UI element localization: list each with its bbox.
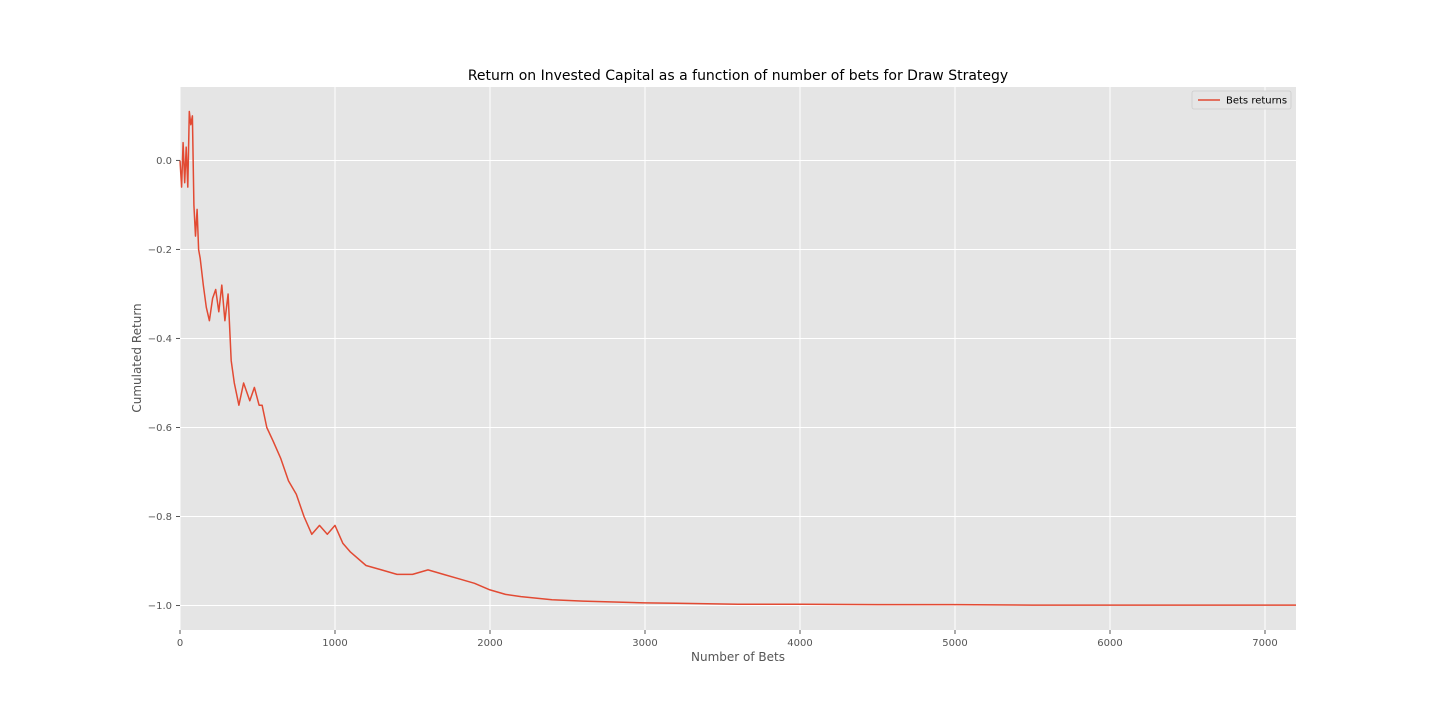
x-tick-label: 7000: [1252, 638, 1277, 649]
x-tick-label: 0: [177, 638, 183, 649]
x-axis-label: Number of Bets: [691, 650, 785, 664]
x-tick-label: 4000: [787, 638, 812, 649]
x-tick-label: 1000: [322, 638, 347, 649]
y-tick-label: −0.6: [148, 423, 172, 434]
legend-box: [1191, 90, 1292, 110]
y-tick-label: −0.8: [148, 512, 172, 523]
series-lines: [179, 110, 1296, 606]
x-tick-label: 2000: [477, 638, 502, 649]
legend: Bets returns: [1191, 90, 1292, 110]
chart-title: Return on Invested Capital as a function…: [468, 68, 1008, 84]
y-tick-label: 0.0: [156, 156, 172, 167]
x-tick-label: 5000: [942, 638, 967, 649]
y-axis-label: Cumulated Return: [130, 303, 144, 412]
series-line-bets-returns: [179, 110, 1296, 606]
y-axis-ticks: 0.0 −0.2 −0.4 −0.6 −0.8 −1.0: [148, 156, 180, 612]
y-tick-label: −0.4: [148, 334, 172, 345]
x-axis-ticks: 0 1000 2000 3000 4000 5000 6000 7000: [177, 630, 1278, 649]
x-tick-label: 3000: [632, 638, 657, 649]
grid-lines: [179, 87, 1296, 630]
legend-label-bets-returns: Bets returns: [1226, 96, 1287, 107]
y-tick-label: −0.2: [148, 245, 172, 256]
y-tick-label: −1.0: [148, 601, 172, 612]
x-tick-label: 6000: [1097, 638, 1122, 649]
